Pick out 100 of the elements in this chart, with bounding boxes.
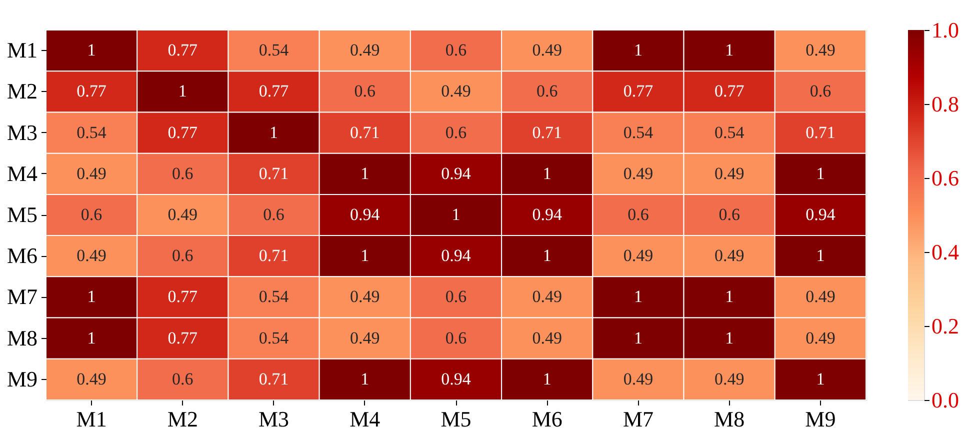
data-label: 1 [452,205,460,224]
data-label: 0.49 [532,287,562,306]
y-tick-label: M8 [6,325,38,350]
color-bar-label: 0.2 [932,314,959,338]
data-label: 0.6 [172,246,194,266]
data-label: 0.54 [258,287,290,306]
color-bar-label: 0.6 [932,166,959,190]
color-bar-label: 0.8 [932,92,959,116]
data-label: 0.49 [441,82,471,101]
data-label: 0.6 [445,287,467,306]
data-label: 1 [360,164,370,183]
x-tick-label: M5 [440,406,472,429]
data-label: 0.49 [714,246,744,266]
data-label: 0.49 [350,328,380,348]
data-label: 0.54 [76,122,107,142]
data-label: 1 [634,328,642,348]
data-label: 0.77 [714,82,745,101]
data-label: 1 [542,164,552,183]
data-label: 0.77 [168,287,198,306]
data-label: 0.6 [445,328,467,348]
data-label: 0.54 [714,122,745,142]
data-label: 0.94 [350,205,380,224]
data-label: 0.94 [441,246,472,266]
data-label: 0.54 [623,122,654,142]
data-label: 0.49 [714,369,744,388]
data-label: 0.6 [445,40,467,60]
x-tick-label: M8 [714,406,745,429]
data-label: 0.6 [80,205,102,224]
y-tick-label: M4 [6,160,38,186]
data-label: 0.71 [258,164,289,183]
data-label: 0.94 [441,369,472,388]
data-label: 0.77 [623,82,654,101]
color-bar-label: 0.0 [932,388,959,412]
data-label: 1 [725,40,734,60]
data-label: 0.49 [350,287,380,306]
y-tick-label: M5 [6,202,38,227]
data-label: 0.49 [623,369,654,388]
data-label: 0.49 [76,164,106,183]
data-label: 0.54 [258,40,290,60]
data-label: 0.94 [806,205,836,224]
data-label: 0.77 [76,82,107,101]
x-tick-label: M2 [167,406,198,429]
x-tick-label: M9 [805,406,836,429]
data-label: 0.6 [263,205,284,224]
data-label: 0.77 [168,122,198,142]
data-label: 1 [87,40,96,60]
data-label: 0.54 [258,328,290,348]
y-tick-label: M2 [6,78,38,104]
data-label: 0.71 [258,369,289,388]
data-label: 0.49 [623,246,654,266]
y-tick-label: M7 [6,284,38,310]
data-label: 1 [360,246,370,266]
data-label: 0.49 [168,205,198,224]
data-label: 0.49 [623,164,654,183]
data-label: 0.71 [532,122,562,142]
y-tick-label: M6 [6,243,38,268]
data-label: 0.6 [445,122,467,142]
data-label: 0.49 [350,40,380,60]
y-tick-label: M1 [6,38,38,63]
data-label: 0.49 [806,287,836,306]
data-label: 1 [360,369,370,388]
data-label: 1 [542,369,552,388]
data-label: 0.49 [76,369,106,388]
data-label: 0.6 [536,82,558,101]
data-label: 0.6 [628,205,649,224]
data-label: 1 [816,164,825,183]
x-tick-label: M3 [258,406,290,429]
x-tick-label: M7 [622,406,654,429]
x-tick-label: M6 [532,406,562,429]
data-label: 0.94 [532,205,562,224]
data-label: 0.6 [172,164,194,183]
data-label: 1 [634,287,642,306]
y-tick-label: M3 [6,120,38,145]
data-label: 0.94 [441,164,472,183]
x-tick-label: M1 [76,406,107,429]
data-label: 0.71 [350,122,380,142]
data-label: 1 [87,287,96,306]
data-label: 0.49 [76,246,106,266]
data-label: 0.77 [168,328,198,348]
data-label: 0.49 [806,328,836,348]
data-label: 0.6 [718,205,740,224]
data-label: 1 [725,287,734,306]
color-bar-label: 1.0 [932,18,959,42]
data-label: 0.6 [354,82,376,101]
data-label: 0.77 [168,40,198,60]
data-label: 0.6 [172,369,194,388]
data-label: 1 [634,40,642,60]
data-label: 0.71 [806,122,836,142]
y-tick-label: M9 [6,366,38,392]
data-label: 1 [178,82,187,101]
data-label: 0.49 [806,40,836,60]
data-label: 1 [270,122,278,142]
data-label: 1 [725,328,734,348]
data-label: 1 [542,246,552,266]
data-label: 1 [816,369,825,388]
data-label: 0.77 [258,82,290,101]
data-label: 0.49 [532,40,562,60]
data-label: 0.49 [714,164,744,183]
data-label: 0.49 [532,328,562,348]
data-label: 0.6 [810,82,832,101]
